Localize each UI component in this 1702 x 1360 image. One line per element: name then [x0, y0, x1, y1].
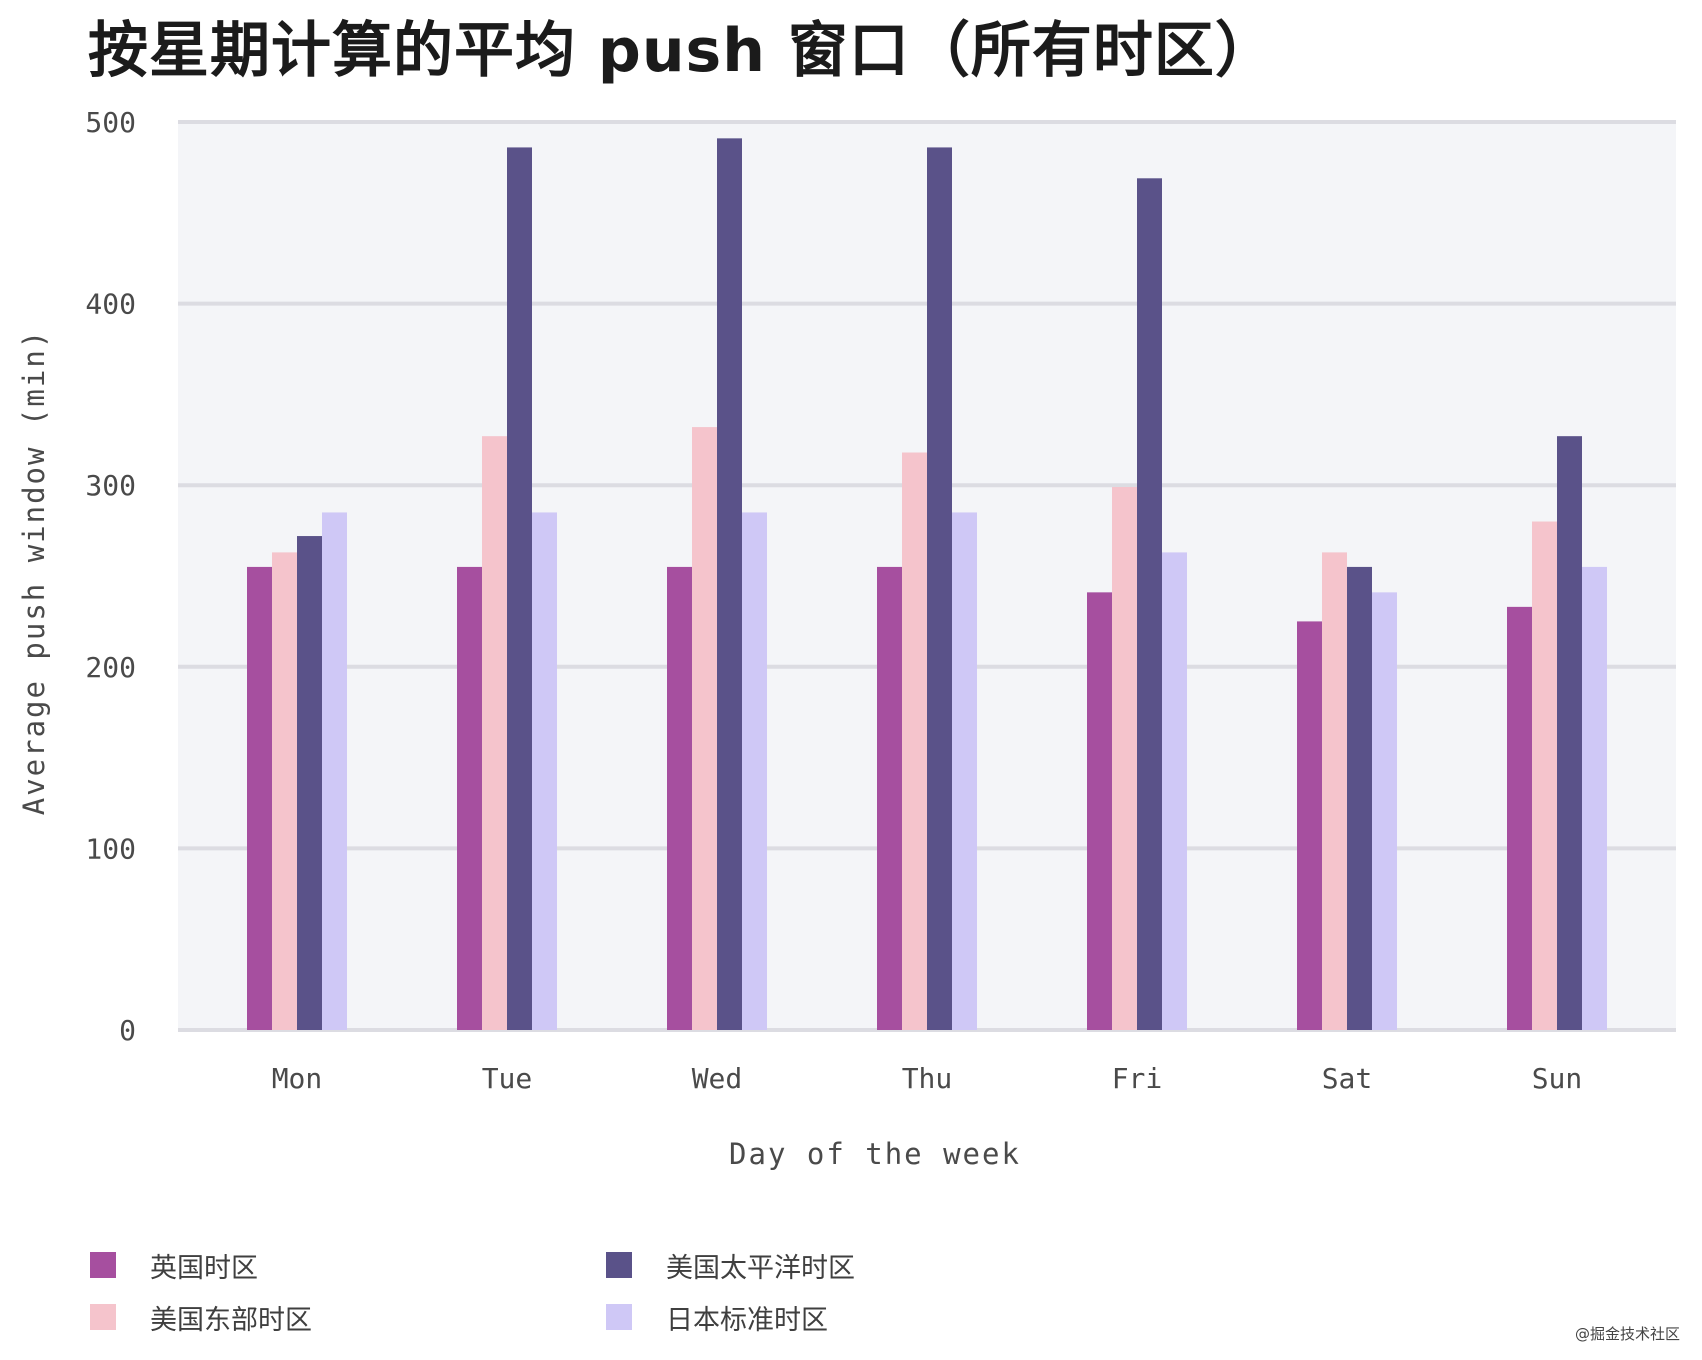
bar [532, 512, 557, 1030]
bar [247, 566, 272, 1030]
bar [1297, 621, 1322, 1030]
bar [927, 147, 952, 1030]
bar [1582, 566, 1607, 1030]
bar [1347, 566, 1372, 1030]
bar [1507, 606, 1532, 1030]
y-tick-labels: 0 100 200 300 400 500 [85, 106, 136, 1047]
legend-item: 美国东部时区 [90, 1297, 312, 1337]
x-tick-label: Fri [1112, 1062, 1163, 1095]
bar [902, 452, 927, 1031]
y-axis-title: Average push window (min) [17, 329, 51, 816]
bar [1557, 436, 1582, 1031]
y-tick-label: 0 [119, 1014, 136, 1047]
x-tick-label: Sun [1532, 1062, 1583, 1095]
bar [1087, 592, 1112, 1030]
bars [247, 138, 1607, 1031]
bar [507, 147, 532, 1030]
bar [1162, 552, 1187, 1030]
bar [1372, 592, 1397, 1030]
legend-item: 日本标准时区 [606, 1297, 828, 1337]
y-tick-label: 400 [85, 288, 136, 321]
legend-item: 美国太平洋时区 [606, 1245, 855, 1285]
x-tick-label: Mon [272, 1062, 323, 1095]
legend-label: 美国东部时区 [150, 1304, 312, 1336]
bar [742, 512, 767, 1030]
y-tick-label: 100 [85, 832, 136, 865]
legend: 英国时区 美国东部时区 美国太平洋时区 日本标准时区 [90, 1245, 1090, 1355]
x-tick-label: Thu [902, 1062, 953, 1095]
legend-swatch [606, 1252, 632, 1278]
legend-swatch [90, 1304, 116, 1330]
bar [1137, 178, 1162, 1030]
bar [297, 536, 322, 1030]
bar [482, 436, 507, 1031]
y-tick-label: 500 [85, 106, 136, 139]
bar [1112, 487, 1137, 1030]
bar-chart: 0 100 200 300 400 500 Mon Tue Wed Thu Fri Sat Sun D… [17, 106, 1676, 1171]
x-tick-label: Sat [1322, 1062, 1373, 1095]
bar [877, 566, 902, 1030]
x-axis-title: Day of the week [729, 1137, 1021, 1171]
bar [717, 138, 742, 1030]
chart-title: 按星期计算的平均 push 窗口（所有时区） [88, 16, 1276, 86]
watermark: @掘金技术社区 [1574, 1325, 1680, 1343]
bar [1322, 552, 1347, 1030]
y-tick-label: 200 [85, 651, 136, 684]
bar [667, 566, 692, 1030]
legend-label: 日本标准时区 [666, 1304, 828, 1336]
bar [272, 552, 297, 1030]
legend-swatch [90, 1252, 116, 1278]
bar [1532, 521, 1557, 1030]
legend-label: 美国太平洋时区 [666, 1252, 855, 1284]
bar [952, 512, 977, 1030]
bar [457, 566, 482, 1030]
legend-item: 英国时区 [90, 1245, 258, 1285]
x-tick-label: Tue [482, 1062, 533, 1095]
x-tick-label: Wed [692, 1062, 743, 1095]
bar [692, 427, 717, 1030]
x-tick-labels: Mon Tue Wed Thu Fri Sat Sun [272, 1062, 1583, 1095]
legend-label: 英国时区 [150, 1252, 258, 1284]
y-tick-label: 300 [85, 469, 136, 502]
legend-swatch [606, 1304, 632, 1330]
bar [322, 512, 347, 1030]
